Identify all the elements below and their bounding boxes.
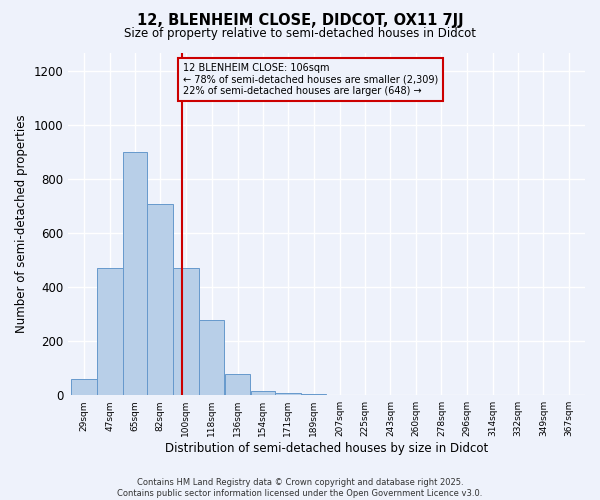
Bar	[148, 204, 173, 395]
Text: 12 BLENHEIM CLOSE: 106sqm
← 78% of semi-detached houses are smaller (2,309)
22% : 12 BLENHEIM CLOSE: 106sqm ← 78% of semi-…	[183, 64, 438, 96]
Bar	[275, 392, 301, 395]
Bar	[301, 394, 326, 395]
Text: Contains HM Land Registry data © Crown copyright and database right 2025.
Contai: Contains HM Land Registry data © Crown c…	[118, 478, 482, 498]
Bar	[123, 152, 147, 395]
Bar	[225, 374, 250, 395]
Bar	[199, 320, 224, 395]
Text: Size of property relative to semi-detached houses in Didcot: Size of property relative to semi-detach…	[124, 28, 476, 40]
X-axis label: Distribution of semi-detached houses by size in Didcot: Distribution of semi-detached houses by …	[165, 442, 488, 455]
Bar	[71, 379, 97, 395]
Bar	[97, 268, 122, 395]
Bar	[251, 391, 275, 395]
Text: 12, BLENHEIM CLOSE, DIDCOT, OX11 7JJ: 12, BLENHEIM CLOSE, DIDCOT, OX11 7JJ	[137, 12, 463, 28]
Y-axis label: Number of semi-detached properties: Number of semi-detached properties	[15, 114, 28, 333]
Bar	[173, 268, 199, 395]
